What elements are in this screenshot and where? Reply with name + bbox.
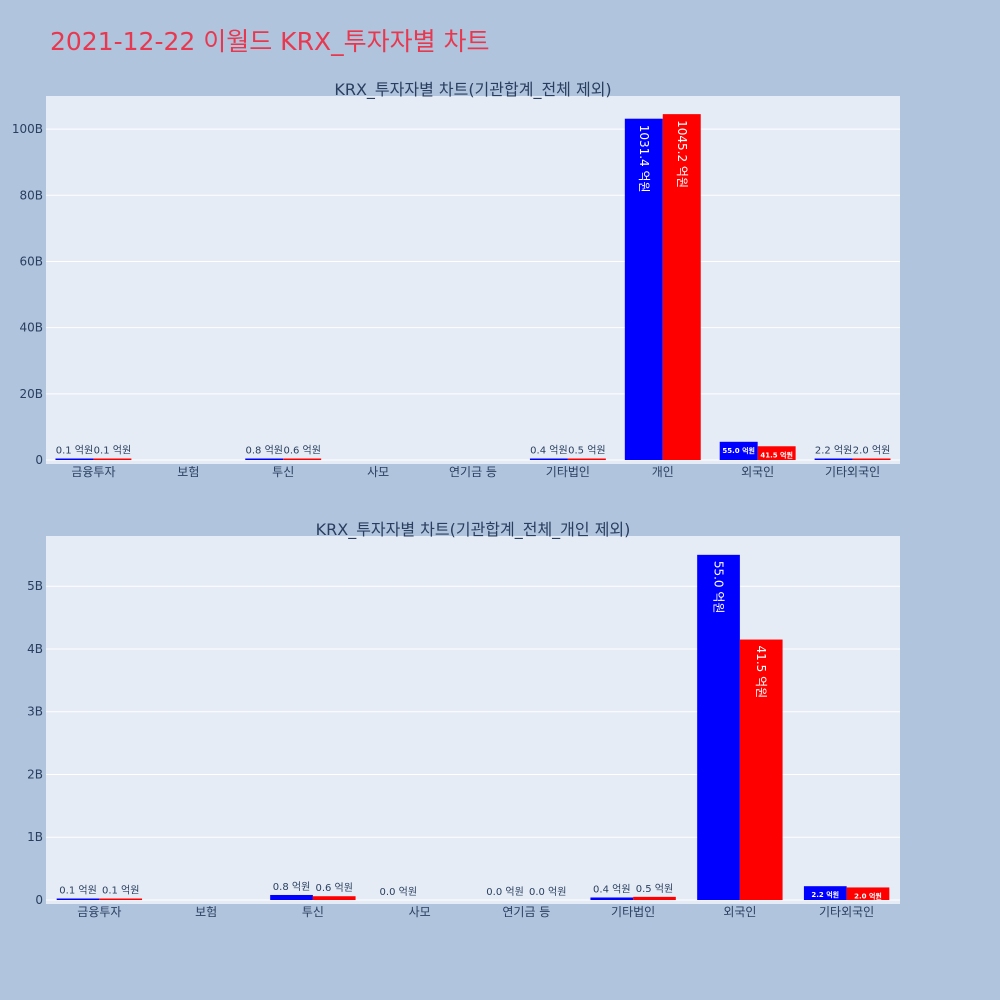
- data-label: 0.0 억원: [380, 886, 417, 898]
- bar: [99, 898, 143, 900]
- bar: [590, 897, 634, 900]
- data-label: 0.1 억원: [59, 885, 96, 897]
- bar: [55, 458, 94, 460]
- bar: [567, 458, 606, 460]
- data-label: 0.5 억원: [568, 445, 605, 457]
- x-tick-label: 연기금 등: [449, 465, 497, 479]
- data-label: 0.0 억원: [486, 886, 523, 898]
- y-tick-label: 4B: [27, 642, 43, 656]
- y-tick-label: 40B: [19, 321, 43, 335]
- data-label: 0.8 억원: [273, 881, 310, 893]
- x-tick-label: 기타법인: [611, 905, 655, 919]
- data-label: 2.0 억원: [854, 891, 882, 900]
- data-label: 0.4 억원: [530, 445, 567, 457]
- bar: [312, 896, 356, 900]
- bar: [245, 458, 284, 460]
- bar: [814, 458, 853, 460]
- data-label: 0.0 억원: [529, 886, 566, 898]
- bar: [662, 114, 701, 460]
- x-tick-label: 보험: [195, 905, 217, 919]
- y-tick-label: 60B: [19, 254, 43, 268]
- data-label: 1031.4 억원: [637, 125, 651, 193]
- y-tick-label: 0: [35, 893, 43, 907]
- bar: [803, 886, 847, 900]
- x-tick-label: 사모: [409, 905, 431, 919]
- x-tick-label: 개인: [652, 465, 674, 479]
- y-tick-label: 1B: [27, 830, 43, 844]
- chart-title: KRX_투자자별 차트(기관합계_전체 제외): [334, 80, 611, 100]
- data-label: 0.8 억원: [246, 445, 283, 457]
- data-label: 1045.2 억원: [675, 120, 689, 188]
- bar: [270, 894, 313, 900]
- x-tick-label: 투신: [302, 905, 324, 919]
- plot-area: [46, 96, 900, 464]
- bar: [624, 118, 663, 460]
- x-tick-label: 연기금 등: [502, 905, 550, 919]
- data-label: 0.5 억원: [636, 883, 673, 895]
- data-label: 0.1 억원: [56, 445, 93, 457]
- page-title: 2021-12-22 이월드 KRX_투자자별 차트: [50, 27, 490, 56]
- y-tick-label: 5B: [27, 579, 43, 593]
- data-label: 41.5 억원: [760, 450, 793, 459]
- x-tick-label: 투신: [272, 465, 294, 479]
- data-label: 55.0 억원: [722, 446, 755, 455]
- x-tick-label: 금융투자: [77, 905, 121, 919]
- x-tick-label: 기타외국인: [825, 465, 880, 479]
- data-label: 41.5 억원: [754, 646, 768, 699]
- data-label: 0.1 억원: [94, 445, 131, 457]
- y-tick-label: 80B: [19, 188, 43, 202]
- data-label: 2.0 억원: [853, 445, 890, 457]
- bar: [56, 898, 100, 900]
- data-label: 2.2 억원: [815, 445, 852, 457]
- bar: [852, 458, 891, 460]
- bar: [529, 458, 568, 460]
- x-tick-label: 기타법인: [546, 465, 590, 479]
- y-tick-label: 3B: [27, 705, 43, 719]
- bar: [697, 554, 740, 900]
- x-tick-label: 외국인: [723, 905, 756, 919]
- chart-1: 0 20B 40B 60B 80B 100B KRX_투자자별 차트(기관합계_전체 제외)…: [12, 80, 900, 479]
- data-label: 0.6 억원: [315, 882, 352, 894]
- bar: [739, 639, 783, 900]
- data-label: 0.4 억원: [593, 883, 630, 895]
- x-tick-label: 금융투자: [71, 465, 115, 479]
- chart-title: KRX_투자자별 차트(기관합계_전체_개인 제외): [316, 520, 631, 540]
- bar: [633, 896, 676, 900]
- y-tick-label: 2B: [27, 767, 43, 781]
- y-tick-label: 20B: [19, 387, 43, 401]
- data-label: 2.2 억원: [811, 890, 839, 899]
- bar: [757, 446, 796, 460]
- bar: [719, 441, 758, 460]
- data-label: 0.1 억원: [102, 885, 139, 897]
- bar: [846, 887, 890, 900]
- x-tick-label: 기타외국인: [819, 905, 874, 919]
- x-tick-label: 외국인: [741, 465, 774, 479]
- data-label: 55.0 억원: [712, 561, 726, 614]
- chart-2: 0 1B 2B 3B 4B 5B KRX_투자자별 차트(기관합계_전체_개인 제외) 금융투…: [27, 520, 900, 919]
- data-label: 0.6 억원: [283, 445, 320, 457]
- y-tick-label: 0: [35, 453, 43, 467]
- y-tick-label: 100B: [12, 122, 43, 136]
- x-tick-label: 사모: [367, 465, 389, 479]
- x-tick-label: 보험: [177, 465, 199, 479]
- bar: [93, 458, 132, 460]
- bar: [283, 458, 322, 460]
